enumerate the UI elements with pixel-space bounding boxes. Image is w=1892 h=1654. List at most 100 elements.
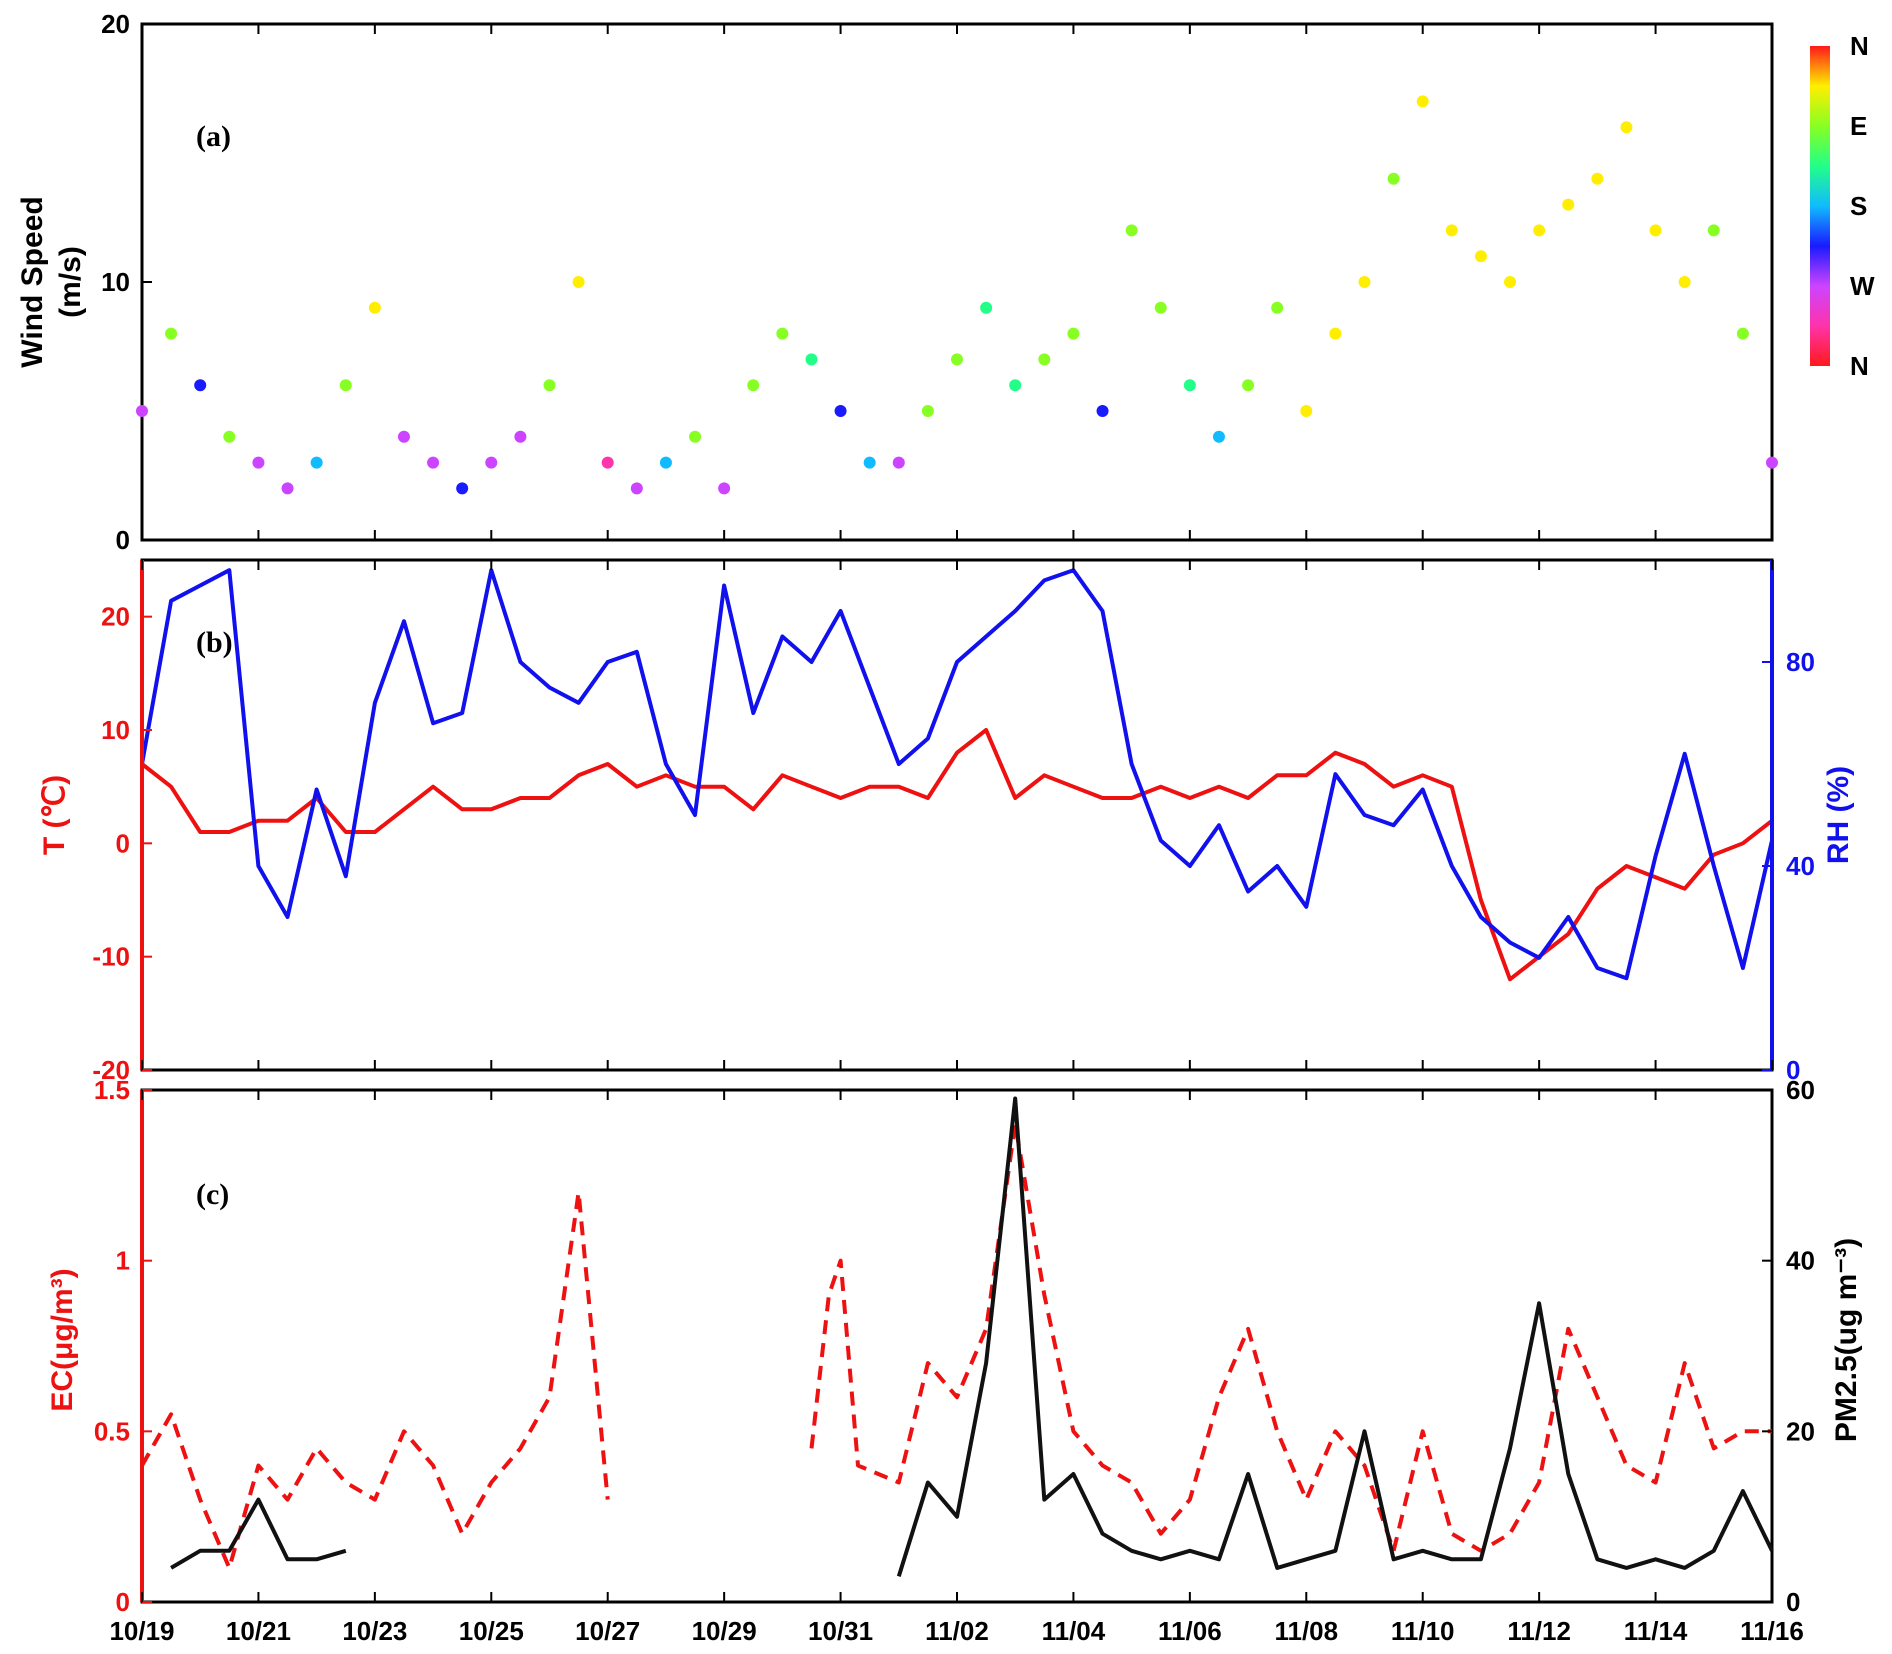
panel-b-frame (140, 558, 1774, 1072)
wind-point (165, 327, 178, 340)
wind-point (456, 482, 469, 495)
panel-c-yl-tick-label-2: 1 (116, 1246, 130, 1276)
colorbar-label-2: S (1850, 191, 1867, 221)
wind-point (863, 456, 876, 469)
panel-b-lines (140, 568, 1774, 982)
series-line-pm25 (896, 1096, 1774, 1577)
wind-point (368, 301, 381, 314)
wind-point (1067, 327, 1080, 340)
panel-b-ylabel-left: T (℃) (38, 775, 71, 855)
wind-point (1271, 301, 1284, 314)
wind-point (572, 276, 585, 288)
panel-b-y-ticks: -20 -10 0 10 20 0 40 80 (92, 560, 1815, 1085)
wind-point (1096, 405, 1109, 417)
panel-a-y-tick-label-1: 10 (101, 267, 130, 297)
panel-c-yr-tick-label-0: 0 (1786, 1587, 1800, 1617)
panel-b-ylabel-right: RH (%) (1822, 766, 1855, 864)
x-tick-label-13: 11/14 (1624, 1616, 1688, 1646)
x-tick-label-7: 11/02 (925, 1616, 989, 1646)
x-tick-label-1: 10/21 (226, 1616, 291, 1646)
wind-point (1504, 276, 1517, 288)
wind-point (1154, 301, 1167, 314)
wind-point (1242, 379, 1255, 392)
panel-c-ylabel-left: EC(μg/m³) (46, 1268, 79, 1411)
wind-point (1533, 224, 1546, 237)
x-tick-label-10: 11/08 (1274, 1616, 1338, 1646)
colorbar (1810, 46, 1830, 366)
wind-point (427, 456, 440, 469)
panel-a-wind-points (136, 95, 1778, 495)
colorbar-labels: N W S E N (1850, 31, 1875, 381)
x-tick-label-11: 11/10 (1391, 1616, 1455, 1646)
wind-point (1300, 405, 1313, 417)
panel-a-y-ticks: 0 10 20 (101, 9, 152, 555)
panel-a-label: (a) (196, 120, 231, 153)
wind-point (194, 379, 207, 392)
wind-point (1212, 430, 1225, 443)
wind-point (310, 456, 323, 469)
panel-c-yl-tick-label-1: 0.5 (94, 1416, 130, 1446)
panel-a: 0 10 20 (a) Wind Speed (m/s) N W S E N (16, 9, 1875, 555)
wind-point (397, 430, 410, 443)
panel-a-ylabel-line2: (m/s) (54, 246, 87, 318)
panel-c-yl-tick-label-3: 1.5 (94, 1075, 130, 1105)
wind-point (747, 379, 760, 392)
panel-b-yl-tick-label-2: 0 (116, 828, 130, 858)
x-tick-label-3: 10/25 (459, 1616, 524, 1646)
wind-point (252, 456, 265, 469)
series-line-ec (140, 1190, 610, 1570)
x-tick-label-6: 10/31 (808, 1616, 873, 1646)
x-tick-label-12: 11/12 (1507, 1616, 1571, 1646)
wind-point (659, 456, 672, 469)
panel-b-label: (b) (196, 626, 233, 659)
wind-point (805, 353, 818, 366)
x-tick-label-2: 10/23 (342, 1616, 407, 1646)
series-line-rh (140, 568, 1774, 981)
colorbar-label-3: E (1850, 111, 1867, 141)
panel-b-yl-tick-label-0: -20 (92, 1055, 130, 1085)
wind-point (776, 327, 789, 340)
panel-b: -20 -10 0 10 20 0 40 80 (b) T (℃) RH (%) (38, 558, 1855, 1085)
x-tick-label-4: 10/27 (575, 1616, 640, 1646)
wind-point (1416, 95, 1429, 108)
x-tick-label-9: 11/06 (1158, 1616, 1222, 1646)
wind-point (1387, 172, 1400, 185)
wind-point (834, 405, 847, 417)
wind-point (892, 456, 905, 469)
wind-point (136, 405, 148, 417)
wind-point (1649, 224, 1662, 237)
panel-c-yl-tick-label-0: 0 (116, 1587, 130, 1617)
wind-point (1358, 276, 1371, 288)
x-tick-label-5: 10/29 (692, 1616, 757, 1646)
wind-point (630, 482, 643, 495)
panel-b-yr-tick-label-0: 0 (1786, 1055, 1800, 1085)
wind-point (339, 379, 352, 392)
x-tick-label-8: 11/04 (1042, 1616, 1106, 1646)
colorbar-label-1: W (1850, 271, 1875, 301)
panel-c-yr-tick-label-2: 40 (1786, 1246, 1815, 1276)
panel-c-x-ticks: 10/19 10/21 10/23 10/25 10/27 10/29 10/31 11/02… (109, 24, 1804, 1646)
wind-point (1591, 172, 1604, 185)
wind-point (718, 482, 731, 495)
wind-point (921, 405, 934, 417)
wind-point (1736, 327, 1749, 340)
panel-a-y-tick-label-0: 0 (116, 525, 130, 555)
wind-point (1038, 353, 1051, 366)
x-tick-label-0: 10/19 (109, 1616, 174, 1646)
wind-point (689, 430, 702, 443)
panel-b-yr-tick-label-1: 40 (1786, 851, 1815, 881)
wind-point (485, 456, 498, 469)
panel-a-ylabel-line1: Wind Speed (16, 196, 49, 367)
panel-a-y-tick-label-2: 20 (101, 9, 130, 39)
panel-c-yr-tick-label-1: 20 (1786, 1416, 1815, 1446)
wind-point (1329, 327, 1342, 340)
panel-c-frame (140, 1088, 1774, 1604)
colorbar-label-4: N (1850, 31, 1869, 61)
wind-point (281, 482, 294, 495)
series-line-pm25 (170, 1497, 347, 1570)
x-tick-label-14: 11/16 (1740, 1616, 1804, 1646)
panel-b-yr-tick-label-2: 80 (1786, 647, 1815, 677)
wind-point (1678, 276, 1691, 288)
colorbar-label-0: N (1850, 351, 1869, 381)
